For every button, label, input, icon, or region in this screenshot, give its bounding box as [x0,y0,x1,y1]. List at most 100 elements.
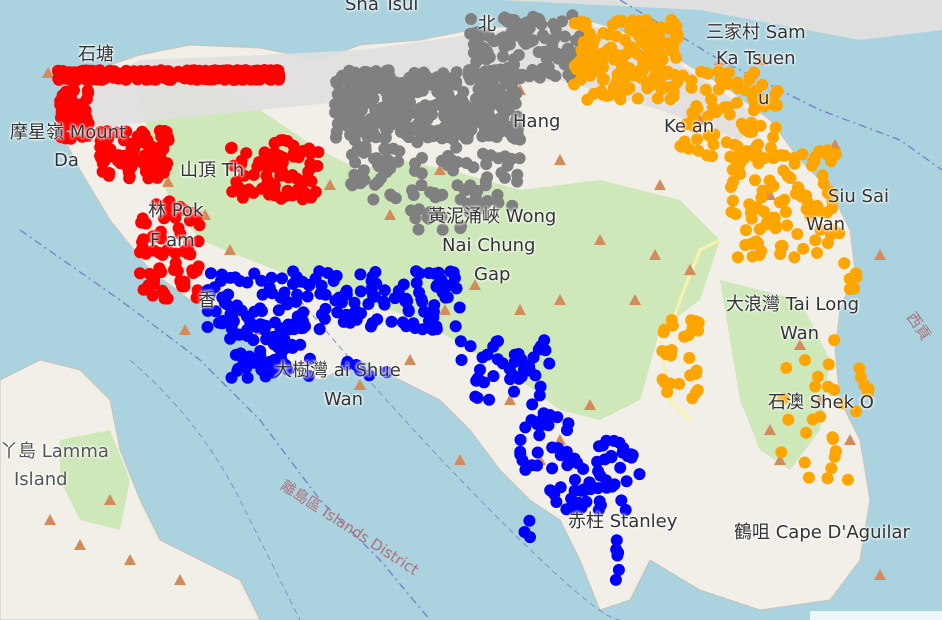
blue-cluster-point[interactable] [344,316,357,329]
red-cluster-point[interactable] [155,232,168,245]
blue-cluster-point[interactable] [515,370,528,383]
red-cluster-point[interactable] [304,157,317,170]
orange-cluster-point[interactable] [721,101,734,113]
blue-cluster-point[interactable] [612,546,625,559]
blue-cluster-point[interactable] [449,320,462,333]
orange-cluster-point[interactable] [808,155,821,168]
gray-cluster-point[interactable] [512,49,525,61]
orange-cluster-point[interactable] [776,239,789,252]
gray-cluster-point[interactable] [332,92,345,105]
orange-cluster-point[interactable] [811,246,823,259]
red-cluster-point[interactable] [157,166,170,179]
red-cluster-point[interactable] [169,211,182,224]
gray-cluster-point[interactable] [497,112,510,125]
orange-cluster-point[interactable] [764,141,777,154]
orange-cluster-point[interactable] [673,377,686,390]
red-cluster-point[interactable] [161,244,174,256]
gray-cluster-point[interactable] [492,152,505,165]
gray-cluster-point[interactable] [483,30,496,43]
blue-cluster-point[interactable] [263,356,276,368]
red-cluster-point[interactable] [115,69,128,82]
blue-cluster-point[interactable] [615,494,628,507]
red-cluster-point[interactable] [65,100,77,113]
blue-cluster-point[interactable] [263,281,276,294]
orange-cluster-point[interactable] [589,65,602,78]
orange-cluster-point[interactable] [738,152,751,165]
red-cluster-point[interactable] [134,267,146,280]
red-cluster-point[interactable] [82,87,95,99]
red-cluster-point[interactable] [153,262,166,275]
gray-cluster-point[interactable] [369,103,382,116]
blue-cluster-point[interactable] [329,294,342,307]
red-cluster-point[interactable] [181,247,194,260]
orange-cluster-point[interactable] [691,133,704,146]
red-cluster-point[interactable] [174,227,187,240]
blue-cluster-point[interactable] [413,286,426,299]
gray-cluster-point[interactable] [497,37,510,50]
orange-cluster-point[interactable] [811,370,824,383]
blue-cluster-point[interactable] [454,335,467,348]
gray-cluster-point[interactable] [471,184,484,197]
orange-cluster-point[interactable] [631,48,644,61]
gray-cluster-point[interactable] [533,71,546,84]
gray-cluster-point[interactable] [346,179,359,192]
red-cluster-point[interactable] [158,288,171,301]
orange-cluster-point[interactable] [579,16,592,29]
orange-cluster-point[interactable] [777,392,790,405]
orange-cluster-point[interactable] [706,150,718,163]
blue-cluster-point[interactable] [258,366,271,379]
gray-cluster-point[interactable] [396,85,409,98]
orange-cluster-point[interactable] [800,189,813,202]
orange-cluster-point[interactable] [797,242,810,255]
blue-cluster-point[interactable] [453,301,466,314]
gray-cluster-point[interactable] [472,33,485,46]
blue-cluster-point[interactable] [529,369,542,382]
blue-cluster-point[interactable] [258,323,271,336]
red-cluster-point[interactable] [137,233,150,246]
blue-cluster-point[interactable] [543,357,556,370]
red-cluster-point[interactable] [112,149,125,162]
red-cluster-point[interactable] [223,67,235,80]
gray-cluster-point[interactable] [344,108,357,121]
gray-cluster-point[interactable] [399,102,412,115]
blue-cluster-point[interactable] [354,365,367,377]
blue-cluster-point[interactable] [612,563,625,576]
blue-cluster-point[interactable] [561,459,574,472]
gray-cluster-point[interactable] [497,12,510,25]
orange-cluster-point[interactable] [763,174,776,187]
orange-cluster-point[interactable] [753,249,766,261]
blue-cluster-point[interactable] [633,468,646,481]
blue-cluster-point[interactable] [464,340,477,353]
blue-cluster-point[interactable] [291,288,304,301]
gray-cluster-point[interactable] [490,121,503,134]
orange-cluster-point[interactable] [670,51,683,64]
red-cluster-point[interactable] [55,65,68,78]
blue-cluster-point[interactable] [524,531,536,544]
blue-cluster-point[interactable] [278,332,291,345]
red-cluster-point[interactable] [146,289,159,302]
orange-cluster-point[interactable] [850,405,863,418]
orange-cluster-point[interactable] [615,60,628,73]
gray-cluster-point[interactable] [479,179,492,192]
blue-cluster-point[interactable] [605,451,618,464]
blue-cluster-point[interactable] [594,499,607,512]
gray-cluster-point[interactable] [348,134,361,147]
orange-cluster-point[interactable] [749,174,761,187]
orange-cluster-point[interactable] [775,446,788,459]
gray-cluster-point[interactable] [405,84,418,97]
gray-cluster-point[interactable] [470,55,483,68]
red-cluster-point[interactable] [138,159,151,172]
blue-cluster-point[interactable] [546,462,559,475]
gray-cluster-point[interactable] [437,67,450,80]
red-cluster-point[interactable] [172,65,185,78]
orange-cluster-point[interactable] [821,472,834,485]
blue-cluster-point[interactable] [340,358,353,371]
orange-cluster-point[interactable] [725,206,738,218]
orange-cluster-point[interactable] [712,83,725,96]
blue-cluster-point[interactable] [272,341,284,354]
orange-cluster-point[interactable] [657,68,670,81]
orange-cluster-point[interactable] [829,445,842,458]
orange-cluster-point[interactable] [848,282,861,295]
red-cluster-point[interactable] [193,219,206,232]
red-cluster-point[interactable] [286,189,299,202]
